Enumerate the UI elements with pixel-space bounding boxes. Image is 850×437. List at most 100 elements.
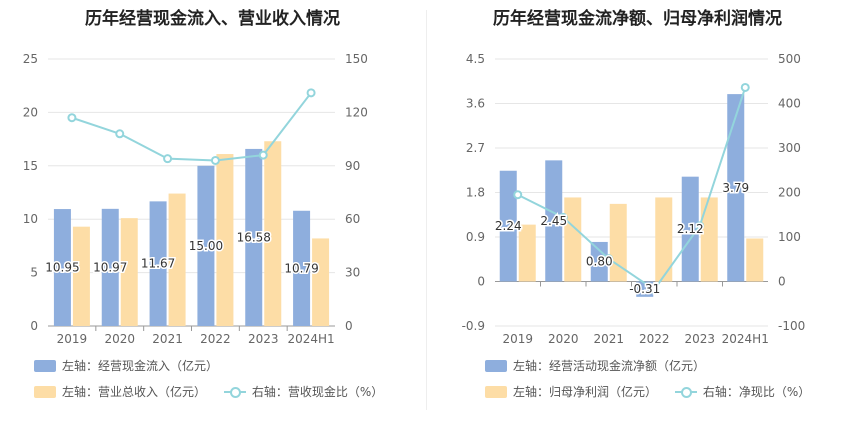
legend-label: 右轴：营收现金比（%） [251,385,384,399]
y-tick-label-left: 0 [477,275,485,289]
x-tick-label: 2023 [684,332,715,346]
legend-item[interactable]: 右轴：净现比（%） [674,383,811,400]
data-label: 3.79 [722,181,749,195]
data-label: 0.80 [586,255,613,269]
ratio-line [71,92,312,162]
legend-item[interactable]: 左轴：经营活动现金流净额（亿元） [485,357,705,374]
bar-secondary [700,197,718,282]
ratio-line [517,87,747,291]
y-tick-label-right: 120 [345,105,368,119]
y-tick-label-right: -100 [778,319,805,333]
y-tick-label-left: 20 [23,105,38,119]
legend-item[interactable]: 左轴：归母净利润（亿元） [485,383,657,400]
chart-plot-left: 0 5 10 15 20 25 0 30 60 90 120 150 2019 2020 2021 2022 2… [23,52,368,346]
data-label: 10.97 [93,260,127,274]
data-label: 10.79 [284,261,318,275]
data-label: 15.00 [189,239,223,253]
bar-primary [545,160,563,282]
y-tick-label-left: 25 [23,52,38,66]
data-label: -0.31 [629,282,660,296]
x-tick-label: 2022 [639,332,670,346]
chart-title: 历年经营现金流入、营业收入情况 [85,9,340,29]
bar-secondary [72,226,90,326]
legend-swatch [223,386,246,398]
legend-item[interactable]: 右轴：营收现金比（%） [223,383,384,400]
ratio-point [649,285,659,295]
x-tick-label: 2019 [502,332,533,346]
bar-secondary [746,238,764,282]
legend-swatch [34,359,56,372]
ratio-point [740,82,750,92]
legend-label: 左轴：营业总收入（亿元） [62,385,207,399]
y-tick-label-left: 3.6 [466,97,485,111]
data-label: 2.45 [540,214,567,228]
legend-label: 左轴：归母净利润（亿元） [513,385,658,399]
x-tick-label: 2024H1 [722,332,769,346]
y-tick-label-left: -0.9 [462,319,485,333]
legend-swatch [485,385,507,398]
ratio-point [258,150,268,160]
bar-primary [53,209,71,326]
legend-item[interactable]: 左轴：经营现金流入（亿元） [34,357,218,374]
bar-primary [245,148,263,326]
bar-secondary [120,218,138,326]
bar-primary [197,165,215,326]
y-tick-label-right: 500 [778,52,801,66]
ratio-point [604,254,614,264]
y-tick-label-right: 300 [778,141,801,155]
bar-primary [293,210,311,326]
x-tick-label: 2020 [104,332,135,346]
panel-divider [426,10,427,410]
y-tick-label-right: 150 [345,52,368,66]
x-tick-label: 2024H1 [287,332,334,346]
bar-primary [499,170,517,282]
bar-primary [101,208,119,326]
y-tick-label-right: 0 [778,275,786,289]
x-tick-label: 2020 [548,332,579,346]
chart-panel-right: 历年经营现金流净额、归母净利润情况 -0.9 0 0.9 1.8 2.7 3.6 4.5 -1… [425,0,850,437]
ratio-point [558,212,568,222]
x-tick-label: 2019 [57,332,88,346]
ratio-point [513,190,523,200]
data-label: 16.58 [237,230,271,244]
x-tick-label: 2022 [200,332,231,346]
legend-swatch [34,385,56,398]
y-tick-label-left: 0.9 [466,230,485,244]
legend-label: 左轴：经营活动现金流净额（亿元） [513,359,706,373]
legend-row-2: 左轴：归母净利润（亿元） 右轴：净现比（%） [485,383,824,401]
ratio-point [163,154,173,164]
legend-row-2: 左轴：营业总收入（亿元） 右轴：营收现金比（%） [34,383,397,401]
y-tick-label-right: 90 [345,159,360,173]
y-tick-label-left: 4.5 [466,52,485,66]
data-label: 2.24 [495,219,522,233]
x-tick-label: 2021 [152,332,183,346]
bar-secondary [655,197,673,282]
y-tick-label-left: 0 [30,319,38,333]
x-tick-label: 2021 [593,332,624,346]
chart-plot-right: -0.9 0 0.9 1.8 2.7 3.6 4.5 -100 0 100 200 300 400 500… [462,52,806,346]
legend-item[interactable]: 左轴：营业总收入（亿元） [34,383,206,400]
y-tick-label-right: 0 [345,319,353,333]
bar-secondary [564,197,582,282]
y-tick-label-left: 15 [23,159,38,173]
y-tick-label-right: 100 [778,230,801,244]
bar-secondary [518,224,536,282]
chart-panel-left: 历年经营现金流入、营业收入情况 0 5 10 15 20 25 0 30 60 90 120 150 2… [23,9,397,401]
bar-secondary [264,141,282,326]
bar-secondary [312,238,330,326]
ratio-point [306,88,316,98]
y-tick-label-left: 1.8 [466,186,485,200]
legend-label: 右轴：净现比（%） [702,385,811,399]
chart-title: 历年经营现金流净额、归母净利润情况 [493,9,782,29]
x-tick-label: 2023 [248,332,279,346]
data-label: 2.12 [677,222,704,236]
y-tick-label-left: 10 [23,212,38,226]
legend-row-1: 左轴：经营现金流入（亿元） [34,357,232,375]
bar-secondary [168,193,186,326]
legend-label: 左轴：经营现金流入（亿元） [62,359,219,373]
y-tick-label-right: 30 [345,266,360,280]
bar-secondary [216,154,234,326]
legend-swatch [485,359,507,372]
ratio-point [695,221,705,231]
ratio-point [210,155,220,165]
